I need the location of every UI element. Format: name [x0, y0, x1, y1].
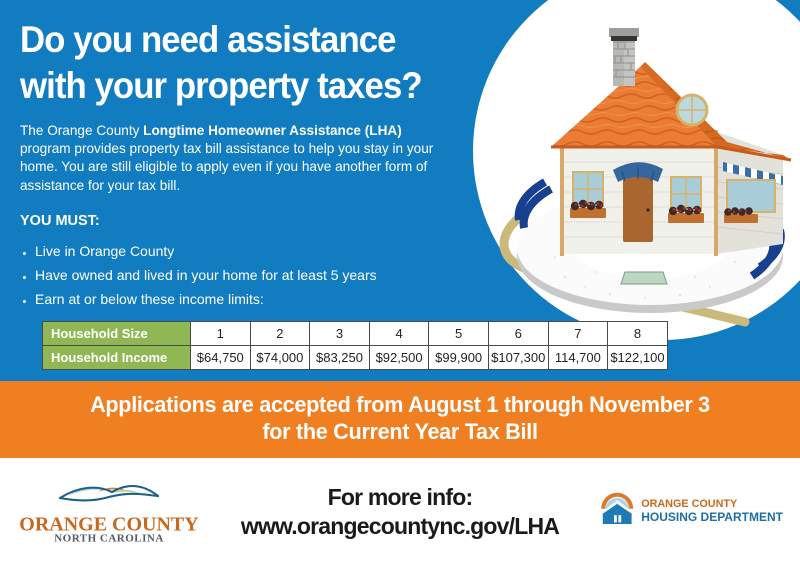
svg-text:ORANGE COUNTY: ORANGE COUNTY — [641, 498, 738, 510]
svg-text:HOUSING DEPARTMENT: HOUSING DEPARTMENT — [641, 510, 783, 524]
svg-text:NORTH CAROLINA: NORTH CAROLINA — [54, 533, 164, 544]
